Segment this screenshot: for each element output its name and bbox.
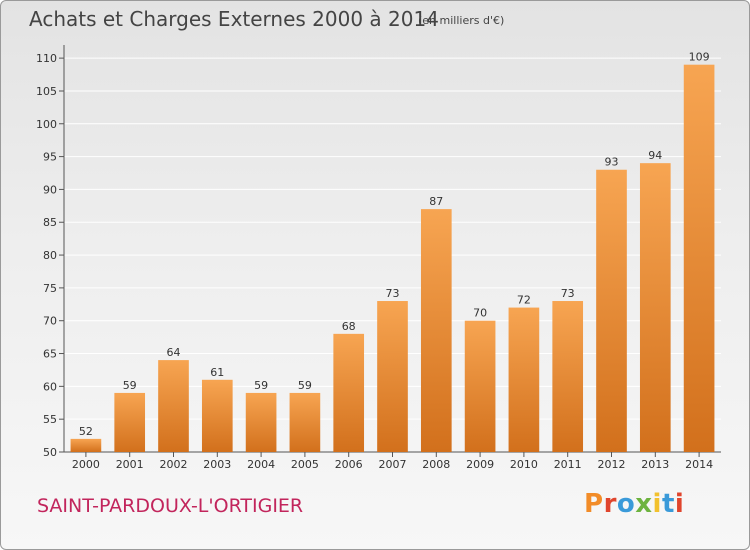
x-tick-label: 2008 bbox=[422, 458, 450, 471]
logo-letter: i bbox=[652, 489, 662, 519]
bar-2012 bbox=[596, 169, 627, 452]
y-tick-label: 80 bbox=[43, 249, 57, 262]
bar-value-label: 93 bbox=[605, 156, 619, 169]
y-tick-label: 85 bbox=[43, 216, 57, 229]
y-tick-label: 60 bbox=[43, 380, 57, 393]
logo-letter: x bbox=[635, 489, 653, 519]
x-tick-label: 2014 bbox=[685, 458, 713, 471]
bar-2011 bbox=[552, 301, 584, 452]
bar-2004 bbox=[245, 392, 277, 452]
y-tick-label: 70 bbox=[43, 315, 57, 328]
bar-value-label: 94 bbox=[648, 149, 662, 162]
x-tick-label: 2005 bbox=[291, 458, 319, 471]
bar-2005 bbox=[289, 392, 321, 452]
bar-value-label: 68 bbox=[342, 320, 356, 333]
bar-2001 bbox=[114, 392, 146, 452]
chart-subtitle: (en milliers d'€) bbox=[418, 14, 505, 27]
chart-title: Achats et Charges Externes 2000 à 2014 bbox=[29, 7, 439, 31]
y-tick-label: 50 bbox=[43, 446, 57, 459]
proxiti-logo: Proxiti bbox=[584, 489, 684, 519]
bar-2013 bbox=[639, 163, 671, 452]
x-tick-label: 2000 bbox=[72, 458, 100, 471]
y-tick-label: 90 bbox=[43, 183, 57, 196]
bar-2009 bbox=[464, 320, 496, 452]
bar-value-label: 73 bbox=[561, 287, 575, 300]
x-tick-label: 2013 bbox=[641, 458, 669, 471]
y-tick-label: 55 bbox=[43, 413, 57, 426]
bar-value-label: 70 bbox=[473, 307, 487, 320]
x-tick-label: 2010 bbox=[510, 458, 538, 471]
bar-2006 bbox=[333, 333, 365, 452]
x-tick-label: 2011 bbox=[554, 458, 582, 471]
bar-2002 bbox=[158, 360, 189, 452]
x-tick-label: 2012 bbox=[598, 458, 626, 471]
y-tick-label: 65 bbox=[43, 348, 57, 361]
bar-value-label: 72 bbox=[517, 294, 531, 307]
x-tick-label: 2004 bbox=[247, 458, 275, 471]
bar-value-label: 64 bbox=[167, 346, 181, 359]
logo-letter: i bbox=[674, 489, 685, 519]
logo-letter: o bbox=[616, 489, 636, 519]
y-tick-label: 110 bbox=[36, 52, 57, 65]
bar-value-label: 61 bbox=[210, 366, 224, 379]
logo-letter: P bbox=[584, 489, 604, 519]
x-tick-label: 2002 bbox=[160, 458, 188, 471]
x-tick-label: 2007 bbox=[379, 458, 407, 471]
x-tick-label: 2006 bbox=[335, 458, 363, 471]
y-tick-label: 95 bbox=[43, 151, 57, 164]
bar-2014 bbox=[683, 64, 715, 453]
bar-2007 bbox=[377, 301, 408, 452]
labels: 50 55 60 65 70 75 80 85 90 95 100 105 110 52 2000 59 200… bbox=[36, 51, 713, 471]
bar-value-label: 109 bbox=[689, 51, 710, 64]
bars bbox=[70, 64, 715, 453]
bar-2000 bbox=[70, 438, 102, 452]
x-tick-label: 2003 bbox=[203, 458, 231, 471]
logo-letter: r bbox=[603, 489, 617, 519]
bar-value-label: 52 bbox=[79, 425, 93, 438]
commune-name: SAINT-PARDOUX-L'ORTIGIER bbox=[37, 495, 304, 517]
bar-2003 bbox=[201, 379, 233, 452]
logo-letter: t bbox=[661, 489, 675, 519]
y-tick-label: 105 bbox=[36, 85, 57, 98]
bar-value-label: 59 bbox=[254, 379, 268, 392]
bar-value-label: 87 bbox=[429, 195, 443, 208]
bar-value-label: 59 bbox=[123, 379, 137, 392]
bar-2010 bbox=[508, 307, 540, 452]
bar-value-label: 59 bbox=[298, 379, 312, 392]
x-tick-label: 2001 bbox=[116, 458, 144, 471]
bar-value-label: 73 bbox=[386, 287, 400, 300]
y-tick-label: 100 bbox=[36, 118, 57, 131]
bar-2008 bbox=[420, 209, 452, 452]
y-tick-label: 75 bbox=[43, 282, 57, 295]
x-tick-label: 2009 bbox=[466, 458, 494, 471]
